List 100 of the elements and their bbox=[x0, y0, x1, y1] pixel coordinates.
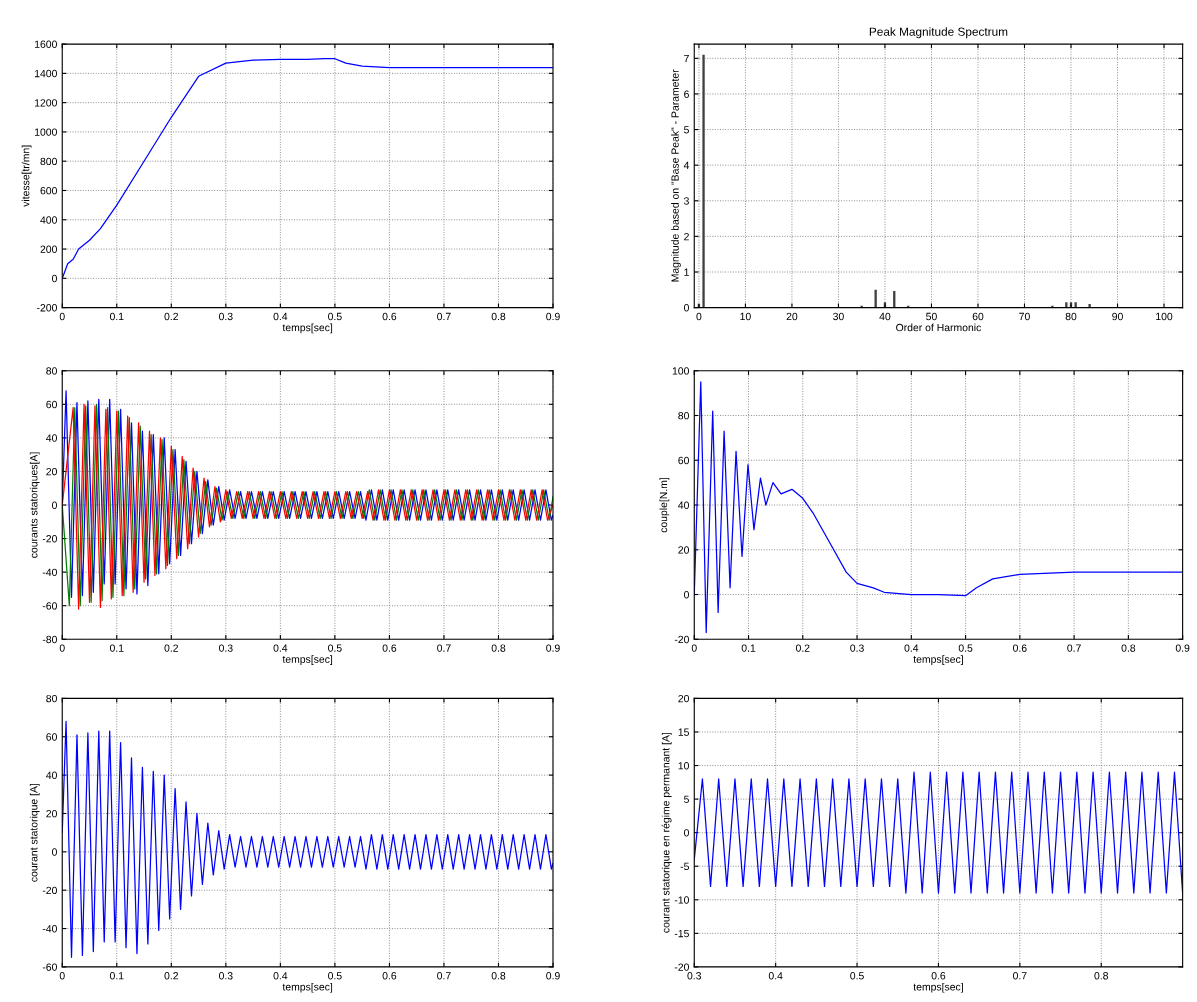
x-axis-title: Order of Harmonic bbox=[896, 323, 982, 332]
x-tick-label: 0.4 bbox=[904, 644, 919, 652]
x-tick-label: 0.2 bbox=[795, 644, 810, 652]
x-tick-label: 0.4 bbox=[273, 644, 288, 652]
x-tick-label: 0 bbox=[59, 644, 65, 652]
x-tick-label: 80 bbox=[1065, 312, 1077, 321]
y-tick-label: 60 bbox=[46, 733, 57, 741]
y-tick-label: 5 bbox=[684, 795, 689, 803]
y-tick-label: -20 bbox=[674, 963, 689, 971]
x-tick-label: 0.9 bbox=[546, 312, 560, 321]
y-tick-label: 200 bbox=[40, 245, 57, 253]
x-tick-label: 0.6 bbox=[1013, 644, 1027, 652]
x-tick-label: 10 bbox=[740, 312, 751, 321]
x-tick-label: 100 bbox=[1156, 312, 1173, 321]
y-tick-label: 60 bbox=[46, 400, 57, 409]
y-tick-label: 2 bbox=[684, 232, 689, 241]
y-tick-label: 20 bbox=[678, 694, 689, 703]
y-tick-label: 0 bbox=[52, 274, 57, 283]
y-axis-title: courant statorique en régime permanant [A] bbox=[661, 732, 672, 933]
y-tick-label: 80 bbox=[46, 694, 57, 703]
x-tick-label: 0.5 bbox=[958, 644, 973, 652]
x-tick-label: 0 bbox=[59, 312, 65, 321]
y-axis-title: vitesse[tr/mn] bbox=[21, 145, 32, 207]
x-tick-label: 0.3 bbox=[219, 644, 233, 652]
x-tick-label: 70 bbox=[1019, 312, 1030, 321]
x-tick-label: 90 bbox=[1112, 312, 1123, 321]
x-tick-label: 60 bbox=[972, 312, 984, 321]
y-tick-label: 15 bbox=[678, 728, 689, 736]
y-axis-title: courants statoriques[A] bbox=[29, 452, 40, 558]
x-axis-title: temps[sec] bbox=[282, 982, 333, 993]
x-tick-label: 0.2 bbox=[164, 972, 179, 980]
x-tick-label: 50 bbox=[926, 312, 937, 321]
y-tick-label: 0 bbox=[52, 848, 57, 856]
y-tick-label: 400 bbox=[40, 216, 57, 224]
x-tick-label: 0.4 bbox=[273, 312, 288, 321]
y-tick-label: -15 bbox=[674, 929, 689, 938]
x-axis-title: temps[sec] bbox=[913, 655, 963, 665]
x-tick-label: 0.8 bbox=[491, 644, 506, 652]
y-tick-label: 20 bbox=[46, 809, 57, 818]
y-tick-label: 600 bbox=[40, 186, 57, 195]
y-axis-title: couple[N.m] bbox=[659, 477, 670, 533]
y-tick-label: 1400 bbox=[35, 69, 57, 78]
y-tick-label: 60 bbox=[678, 456, 689, 465]
y-tick-label: 0 bbox=[684, 829, 689, 837]
y-tick-label: 6 bbox=[684, 90, 689, 98]
y-tick-label: 20 bbox=[46, 467, 57, 476]
x-tick-label: 0.1 bbox=[109, 312, 124, 321]
y-tick-label: -40 bbox=[42, 925, 57, 933]
x-tick-label: 0.8 bbox=[1094, 972, 1109, 980]
x-tick-label: 0 bbox=[691, 644, 697, 652]
x-tick-label: 0.6 bbox=[931, 972, 946, 980]
x-tick-label: 0.4 bbox=[273, 972, 288, 980]
x-tick-label: 20 bbox=[786, 312, 798, 321]
x-tick-label: 0.3 bbox=[219, 972, 233, 980]
x-tick-label: 0.8 bbox=[1121, 644, 1136, 652]
y-tick-label: 800 bbox=[40, 157, 57, 166]
y-tick-label: -80 bbox=[42, 635, 57, 644]
y-tick-label: 80 bbox=[46, 367, 57, 375]
x-tick-label: 0.9 bbox=[546, 644, 560, 652]
y-tick-label: 40 bbox=[46, 771, 57, 779]
x-tick-label: 40 bbox=[879, 312, 891, 321]
y-tick-label: -60 bbox=[42, 602, 57, 610]
x-tick-label: 0.5 bbox=[328, 972, 342, 980]
y-tick-label: 7 bbox=[684, 54, 689, 63]
x-axis-title: temps[sec] bbox=[282, 655, 333, 665]
y-tick-label: -20 bbox=[674, 635, 689, 644]
x-tick-label: 0.8 bbox=[491, 972, 506, 980]
x-tick-label: 0.6 bbox=[382, 312, 397, 321]
y-tick-label: 10 bbox=[678, 762, 689, 770]
x-tick-label: 0.7 bbox=[1013, 972, 1027, 980]
y-tick-label: 0 bbox=[684, 304, 689, 312]
x-tick-label: 0.4 bbox=[768, 972, 783, 980]
x-tick-label: 0.7 bbox=[437, 972, 451, 980]
y-axis-title: Magnitude based on "Base Peak" - Parameter bbox=[671, 69, 681, 282]
x-tick-label: 0 bbox=[696, 312, 702, 321]
x-tick-label: 0.2 bbox=[164, 644, 179, 652]
x-tick-label: 30 bbox=[833, 312, 844, 321]
y-tick-label: 1000 bbox=[35, 128, 57, 136]
y-tick-label: 80 bbox=[678, 412, 689, 420]
y-tick-label: 40 bbox=[678, 501, 689, 509]
x-tick-label: 0.9 bbox=[546, 972, 560, 980]
y-tick-label: -5 bbox=[680, 862, 689, 871]
x-axis-title: temps[sec] bbox=[282, 323, 333, 334]
x-tick-label: 0.1 bbox=[109, 972, 124, 980]
y-tick-label: 20 bbox=[678, 546, 689, 554]
chart-title: Peak Magnitude Spectrum bbox=[869, 27, 1008, 39]
x-tick-label: 0.7 bbox=[437, 644, 451, 652]
x-tick-label: 0.3 bbox=[687, 972, 702, 980]
y-tick-label: 0 bbox=[684, 591, 689, 599]
y-tick-label: 5 bbox=[684, 126, 689, 134]
x-tick-label: 0.3 bbox=[219, 312, 233, 321]
x-tick-label: 0.1 bbox=[109, 644, 124, 652]
x-tick-label: 0.5 bbox=[328, 644, 342, 652]
x-tick-label: 0.9 bbox=[1175, 644, 1190, 652]
y-tick-label: -40 bbox=[42, 568, 57, 577]
x-tick-label: 0.5 bbox=[328, 312, 342, 321]
y-tick-label: 1200 bbox=[35, 99, 57, 107]
y-tick-label: -20 bbox=[42, 535, 57, 543]
x-tick-label: 0.2 bbox=[164, 312, 179, 321]
y-tick-label: 1600 bbox=[35, 40, 57, 48]
